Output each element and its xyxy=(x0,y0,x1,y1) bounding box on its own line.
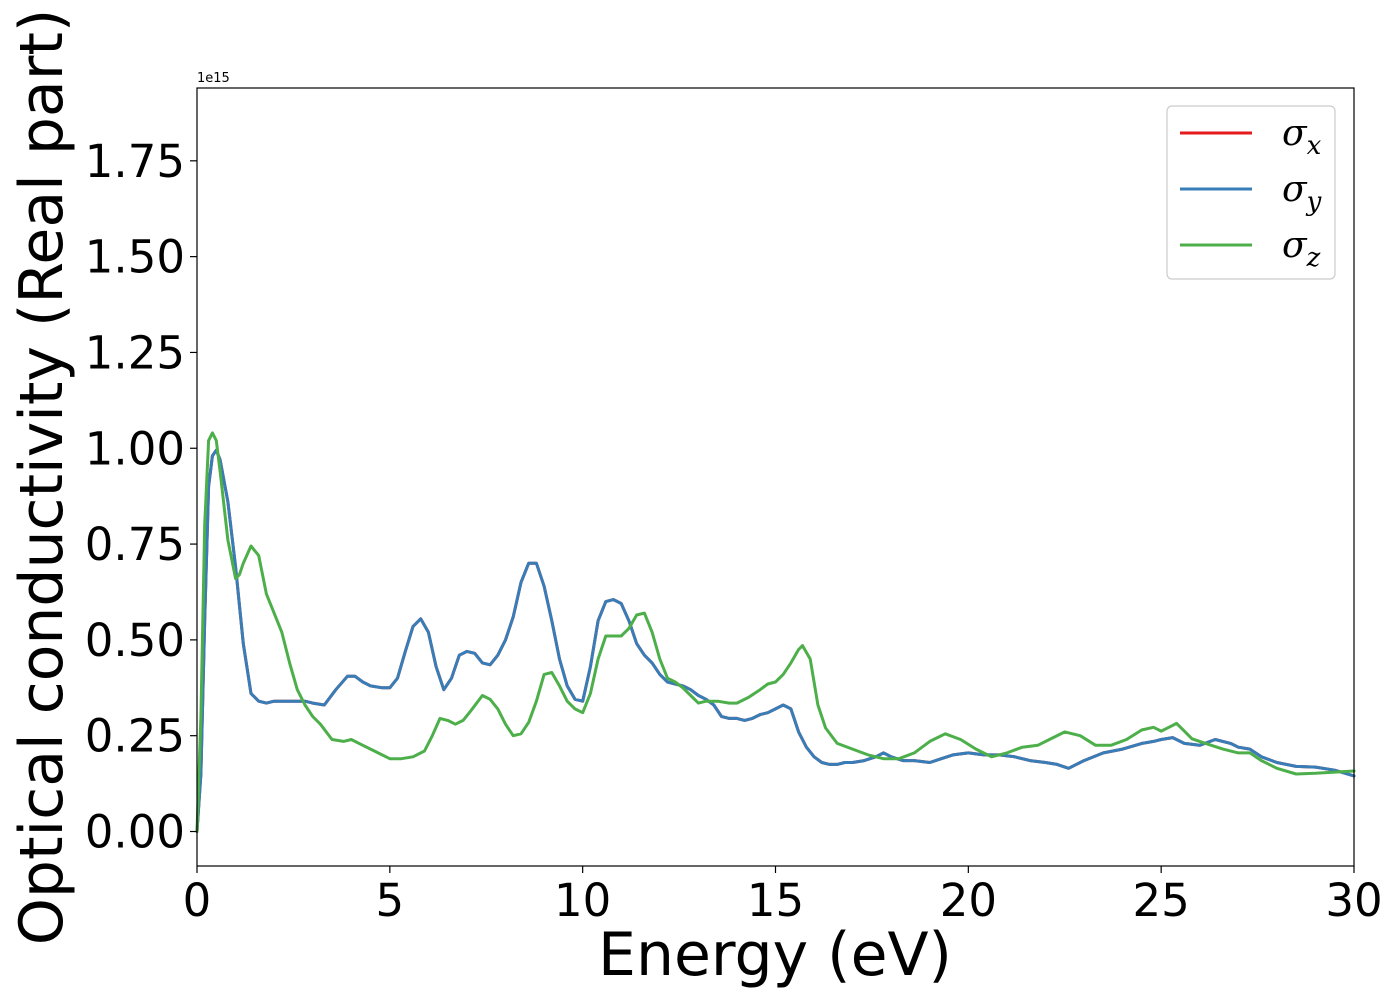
x-tick-label: 20 xyxy=(940,874,997,927)
y-tick-label: 1.75 xyxy=(85,135,185,188)
series-line-z xyxy=(195,431,1356,833)
legend-label-y: σy xyxy=(1282,169,1322,217)
y-offset-text: 1e15 xyxy=(197,71,230,86)
legend-label-x: σx xyxy=(1282,113,1322,161)
legend-label-z: σz xyxy=(1282,225,1321,273)
y-tick-label: 1.50 xyxy=(85,231,185,284)
x-tick-label: 10 xyxy=(554,874,611,927)
x-axis: 0 5 10 15 20 25 30 xyxy=(183,866,1383,927)
y-tick-label: 1.00 xyxy=(85,422,185,475)
legend: σx σy σz xyxy=(1166,105,1336,280)
y-tick-label: 0.00 xyxy=(85,806,185,859)
legend-box xyxy=(1166,105,1336,280)
series-layer xyxy=(195,431,1356,833)
y-tick-label: 0.75 xyxy=(85,518,185,571)
x-tick-label: 25 xyxy=(1133,874,1190,927)
x-tick-label: 5 xyxy=(376,874,405,927)
series-line-y xyxy=(195,448,1356,833)
x-axis-label: Energy (eV) xyxy=(598,920,952,990)
x-tick-label: 15 xyxy=(747,874,804,927)
x-tick-label: 30 xyxy=(1325,874,1382,927)
y-axis-label: Optical conductivity (Real part) xyxy=(7,9,77,946)
y-tick-label: 0.50 xyxy=(85,614,185,667)
y-axis: 0.00 0.25 0.50 0.75 1.00 1.25 1.50 1.75 xyxy=(85,135,197,859)
y-tick-label: 0.25 xyxy=(85,710,185,763)
x-tick-label: 0 xyxy=(183,874,212,927)
y-tick-label: 1.25 xyxy=(85,326,185,379)
